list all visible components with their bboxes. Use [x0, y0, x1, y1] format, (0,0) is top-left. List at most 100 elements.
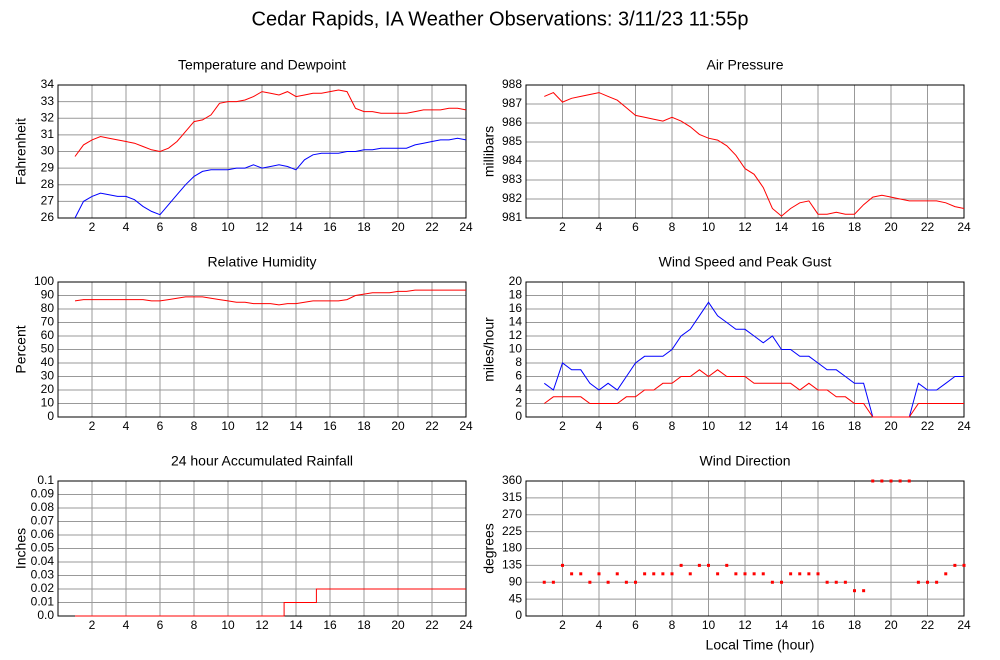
y-tick-label: 270 [502, 507, 522, 521]
x-tick-label: 24 [459, 220, 473, 234]
point [780, 580, 783, 584]
point [816, 572, 820, 576]
point [843, 580, 847, 584]
y-tick-label: 0.05 [31, 541, 55, 555]
y-tick-label: 40 [41, 355, 55, 369]
y-tick-label: 10 [41, 396, 55, 410]
x-tick-label: 8 [669, 220, 676, 234]
y-tick-label: 6 [515, 369, 522, 383]
point [579, 572, 583, 576]
y-tick-label: 180 [502, 541, 522, 555]
y-axis-label: degrees [481, 523, 497, 574]
plot-frame [57, 84, 467, 219]
y-tick-label: 0.08 [31, 500, 55, 514]
x-tick-label: 6 [632, 220, 639, 234]
y-axis-label: Percent [13, 325, 29, 373]
point [743, 572, 747, 576]
x-tick-label: 16 [811, 618, 825, 632]
x-tick-label: 14 [289, 419, 303, 433]
x-tick-label: 6 [157, 220, 164, 234]
x-tick-label: 16 [323, 618, 337, 632]
point [707, 563, 710, 567]
y-tick-label: 0.09 [31, 487, 55, 501]
y-tick-label: 12 [509, 328, 523, 342]
y-tick-label: 0.04 [31, 554, 55, 568]
point [935, 580, 939, 584]
point [889, 479, 893, 483]
y-tick-label: 0 [47, 409, 54, 423]
chart-title: Air Pressure [706, 57, 783, 73]
x-tick-label: 4 [123, 618, 130, 632]
y-tick-label: 225 [502, 524, 522, 538]
point [570, 572, 574, 576]
y-tick-label: 20 [41, 382, 55, 396]
x-tick-label: 6 [157, 618, 164, 632]
chart-title: Temperature and Dewpoint [178, 57, 346, 73]
x-tick-label: 24 [459, 618, 473, 632]
y-tick-label: 982 [502, 191, 522, 205]
x-tick-label: 12 [255, 419, 269, 433]
x-tick-label: 24 [957, 220, 971, 234]
y-tick-label: 80 [41, 301, 55, 315]
y-tick-label: 10 [509, 342, 523, 356]
y-tick-label: 29 [41, 160, 55, 174]
x-tick-label: 22 [425, 220, 439, 234]
x-tick-label: 10 [221, 419, 235, 433]
point [798, 572, 802, 576]
x-tick-label: 14 [775, 618, 789, 632]
y-tick-label: 0.07 [31, 514, 55, 528]
point [624, 580, 628, 584]
y-axis-label: Fahrenheit [13, 118, 29, 185]
x-tick-label: 6 [632, 419, 639, 433]
x-tick-label: 10 [702, 419, 716, 433]
y-tick-label: 34 [41, 77, 55, 91]
y-tick-label: 987 [502, 96, 522, 110]
y-tick-label: 26 [41, 210, 55, 224]
y-tick-label: 30 [41, 144, 55, 158]
point [734, 572, 738, 576]
chart-title: 24 hour Accumulated Rainfall [171, 453, 353, 469]
x-tick-label: 4 [596, 618, 603, 632]
point [615, 572, 619, 576]
chart-title: Relative Humidity [208, 254, 317, 270]
point [871, 479, 875, 483]
point [588, 580, 592, 584]
point [597, 572, 601, 576]
x-tick-label: 20 [391, 419, 405, 433]
x-tick-label: 20 [884, 220, 898, 234]
x-tick-label: 10 [221, 220, 235, 234]
x-tick-label: 2 [559, 419, 566, 433]
y-tick-label: 4 [515, 382, 522, 396]
x-tick-label: 20 [884, 419, 898, 433]
x-tick-label: 2 [89, 220, 96, 234]
y-tick-label: 315 [502, 490, 522, 504]
y-tick-label: 983 [502, 172, 522, 186]
x-tick-label: 22 [921, 618, 935, 632]
y-tick-label: 20 [509, 274, 523, 288]
y-tick-label: 50 [41, 342, 55, 356]
point [834, 580, 838, 584]
point [880, 479, 884, 483]
point [670, 572, 674, 576]
point [953, 563, 957, 567]
series-line [75, 588, 466, 617]
plot-frame [525, 84, 965, 219]
x-tick-label: 18 [357, 618, 371, 632]
x-tick-label: 4 [596, 220, 603, 234]
plot-frame [525, 281, 965, 418]
x-tick-label: 14 [289, 618, 303, 632]
x-tick-label: 18 [357, 419, 371, 433]
point [679, 563, 683, 567]
point [770, 580, 774, 584]
point [561, 563, 564, 567]
y-tick-label: 90 [509, 574, 523, 588]
point [962, 563, 966, 567]
y-tick-label: 31 [41, 127, 55, 141]
x-tick-label: 22 [921, 220, 935, 234]
y-tick-label: 135 [502, 558, 522, 572]
y-tick-label: 70 [41, 315, 55, 329]
y-tick-label: 32 [41, 110, 55, 124]
point [761, 572, 765, 576]
y-tick-label: 0.1 [37, 473, 54, 487]
